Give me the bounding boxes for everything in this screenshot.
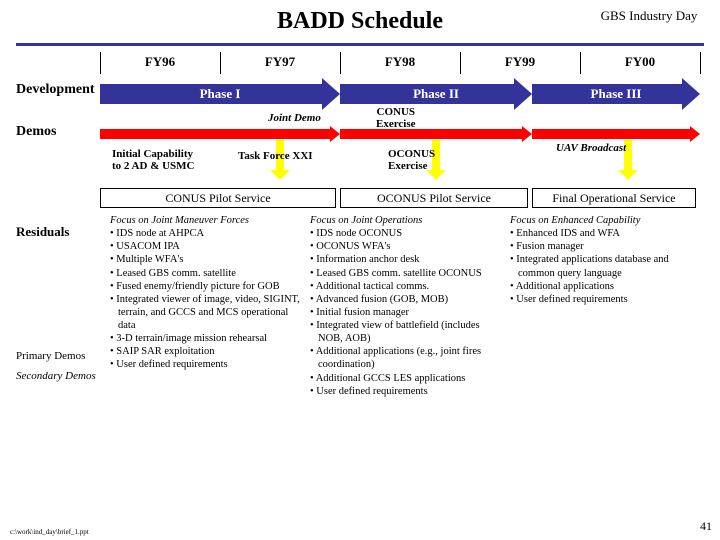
page-title: BADD Schedule: [126, 8, 594, 35]
bullet-item: • Integrated applications database and c…: [510, 253, 704, 279]
bullet-item: • Fused enemy/friendly picture for GOB: [110, 280, 304, 293]
residuals-col-2: Focus on Enhanced Capability• Enhanced I…: [510, 214, 704, 398]
annotation: to 2 AD & USMC: [112, 160, 195, 172]
bullet-item: • User defined requirements: [310, 385, 504, 398]
bullet-item: • Leased GBS comm. satellite OCONUS: [310, 267, 504, 280]
bullet-item: • IDS node OCONUS: [310, 227, 504, 240]
development-label: Development: [16, 82, 95, 98]
bullet-item: • Additional applications (e.g., joint f…: [310, 345, 504, 371]
bullet-item: • User defined requirements: [510, 293, 704, 306]
corner-label: GBS Industry Day: [594, 8, 704, 24]
fy-label: FY00: [625, 54, 655, 70]
service-box: CONUS Pilot Service: [100, 188, 336, 208]
bullet-item: • IDS node at AHPCA: [110, 227, 304, 240]
bullet-item: • 3-D terrain/image mission rehearsal: [110, 332, 304, 345]
bullet-list: • IDS node at AHPCA• USACOM IPA• Multipl…: [110, 227, 304, 371]
bullet-item: • Information anchor desk: [310, 253, 504, 266]
bullet-item: • Leased GBS comm. satellite: [110, 267, 304, 280]
residuals-left: Residuals Primary Demos Secondary Demos: [16, 214, 104, 398]
bullet-item: • OCONUS WFA's: [310, 240, 504, 253]
secondary-demos-label: Secondary Demos: [16, 370, 104, 382]
bullet-item: • USACOM IPA: [110, 240, 304, 253]
service-box: Final Operational Service: [532, 188, 696, 208]
service-row: CONUS Pilot ServiceOCONUS Pilot ServiceF…: [16, 188, 704, 210]
phase-arrow: Phase II: [340, 78, 532, 110]
fy-label: FY98: [385, 54, 415, 70]
residuals-section: Residuals Primary Demos Secondary Demos …: [16, 214, 704, 398]
demo-arrow: [532, 126, 700, 142]
header: BADD Schedule GBS Industry Day: [16, 8, 704, 35]
fy-label: FY97: [265, 54, 295, 70]
bullet-item: • SAIP SAR exploitation: [110, 345, 304, 358]
bullet-item: • Advanced fusion (GOB, MOB): [310, 293, 504, 306]
phase-arrow: Phase I: [100, 78, 340, 110]
annotation: Exercise: [388, 160, 428, 172]
fy-label: FY96: [145, 54, 175, 70]
phase-arrow: Phase III: [532, 78, 700, 110]
residuals-label: Residuals: [16, 224, 104, 240]
slide: BADD Schedule GBS Industry Day FY96FY97F…: [0, 0, 720, 540]
down-arrow: [426, 140, 446, 180]
focus-line: Focus on Joint Maneuver Forces: [110, 214, 304, 227]
bullet-item: • Additional GCCS LES applications: [310, 372, 504, 385]
timeline: FY96 FY97 FY98 FY99 FY00: [16, 52, 704, 78]
bullet-item: • Fusion manager: [510, 240, 704, 253]
fy-label: FY99: [505, 54, 535, 70]
bullet-list: • IDS node OCONUS• OCONUS WFA's• Informa…: [310, 227, 504, 398]
arrow-area: Development Demos Phase IPhase IIPhase I…: [16, 78, 704, 188]
focus-line: Focus on Joint Operations: [310, 214, 504, 227]
residuals-col-1: Focus on Joint Operations• IDS node OCON…: [310, 214, 504, 398]
bullet-item: • Additional applications: [510, 280, 704, 293]
annotation: Task Force XXI: [238, 150, 313, 162]
annotation: OCONUS: [388, 148, 435, 160]
annotation: UAV Broadcast: [556, 142, 626, 154]
footer-path: c:\work\ind_day\brief_1.ppt: [10, 528, 89, 536]
demo-arrow: [100, 126, 340, 142]
bullet-item: • Enhanced IDS and WFA: [510, 227, 704, 240]
bullet-item: • Additional tactical comms.: [310, 280, 504, 293]
bullet-item: • Initial fusion manager: [310, 306, 504, 319]
annotation: CONUSExercise: [376, 106, 416, 130]
header-rule: [16, 43, 704, 46]
service-box: OCONUS Pilot Service: [340, 188, 528, 208]
bullet-list: • Enhanced IDS and WFA• Fusion manager• …: [510, 227, 704, 306]
bullet-item: • Integrated view of battlefield (includ…: [310, 319, 504, 345]
primary-demos-label: Primary Demos: [16, 350, 104, 362]
page-number: 41: [700, 519, 712, 534]
bullet-item: • Multiple WFA's: [110, 253, 304, 266]
annotation: Joint Demo: [268, 112, 321, 124]
bullet-item: • Integrated viewer of image, video, SIG…: [110, 293, 304, 332]
demos-label: Demos: [16, 124, 56, 140]
annotation: Initial Capability: [112, 148, 193, 160]
bullet-item: • User defined requirements: [110, 358, 304, 371]
residuals-col-0: Focus on Joint Maneuver Forces• IDS node…: [110, 214, 304, 398]
focus-line: Focus on Enhanced Capability: [510, 214, 704, 227]
